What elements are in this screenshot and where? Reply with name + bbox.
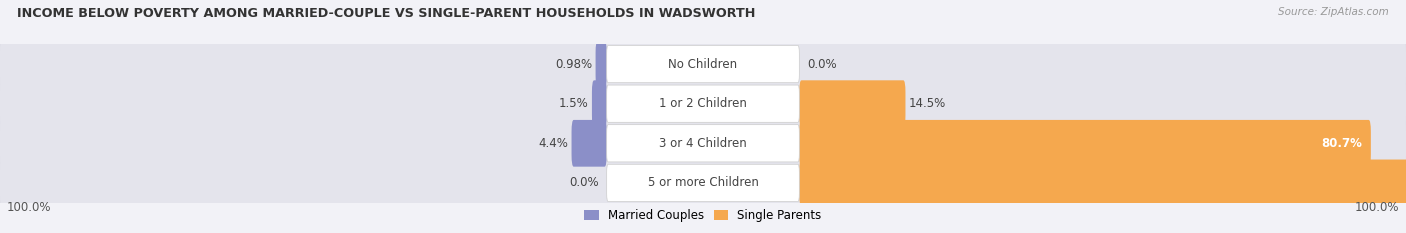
Text: INCOME BELOW POVERTY AMONG MARRIED-COUPLE VS SINGLE-PARENT HOUSEHOLDS IN WADSWOR: INCOME BELOW POVERTY AMONG MARRIED-COUPL… bbox=[17, 7, 755, 20]
FancyBboxPatch shape bbox=[0, 71, 1406, 137]
Text: 14.5%: 14.5% bbox=[910, 97, 946, 110]
FancyBboxPatch shape bbox=[596, 41, 607, 87]
Text: 0.98%: 0.98% bbox=[555, 58, 592, 71]
Text: 5 or more Children: 5 or more Children bbox=[648, 176, 758, 189]
Text: 4.4%: 4.4% bbox=[538, 137, 568, 150]
FancyBboxPatch shape bbox=[799, 120, 1371, 167]
Text: 80.7%: 80.7% bbox=[1320, 137, 1361, 150]
Text: 1 or 2 Children: 1 or 2 Children bbox=[659, 97, 747, 110]
FancyBboxPatch shape bbox=[592, 80, 607, 127]
FancyBboxPatch shape bbox=[0, 72, 1406, 136]
FancyBboxPatch shape bbox=[0, 31, 1406, 97]
FancyBboxPatch shape bbox=[799, 80, 905, 127]
Text: 0.0%: 0.0% bbox=[569, 176, 599, 189]
Text: No Children: No Children bbox=[668, 58, 738, 71]
FancyBboxPatch shape bbox=[0, 32, 1406, 96]
Text: 3 or 4 Children: 3 or 4 Children bbox=[659, 137, 747, 150]
Text: 100.0%: 100.0% bbox=[1354, 201, 1399, 214]
FancyBboxPatch shape bbox=[607, 45, 799, 83]
FancyBboxPatch shape bbox=[0, 150, 1406, 216]
FancyBboxPatch shape bbox=[799, 160, 1406, 206]
FancyBboxPatch shape bbox=[607, 125, 799, 162]
Legend: Married Couples, Single Parents: Married Couples, Single Parents bbox=[579, 205, 827, 227]
FancyBboxPatch shape bbox=[0, 110, 1406, 176]
Text: 1.5%: 1.5% bbox=[558, 97, 588, 110]
FancyBboxPatch shape bbox=[0, 111, 1406, 175]
Text: 100.0%: 100.0% bbox=[7, 201, 52, 214]
Text: 0.0%: 0.0% bbox=[807, 58, 837, 71]
FancyBboxPatch shape bbox=[607, 85, 799, 122]
FancyBboxPatch shape bbox=[571, 120, 607, 167]
FancyBboxPatch shape bbox=[0, 151, 1406, 215]
FancyBboxPatch shape bbox=[607, 164, 799, 202]
Text: Source: ZipAtlas.com: Source: ZipAtlas.com bbox=[1278, 7, 1389, 17]
